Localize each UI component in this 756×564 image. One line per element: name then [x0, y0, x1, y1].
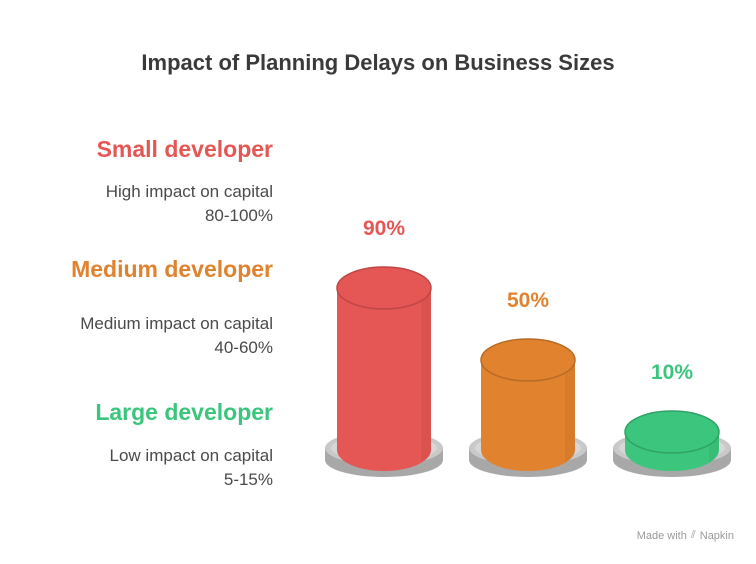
- bar-top-small: [336, 266, 432, 310]
- legend-desc-small: High impact on capital 80-100%: [106, 180, 273, 228]
- made-with-credit: Made with ⫽ Napkin: [637, 529, 734, 542]
- credit-brand: Napkin: [699, 529, 734, 542]
- legend-desc-medium-line2: 40-60%: [214, 338, 273, 357]
- legend-desc-small-line2: 80-100%: [204, 206, 273, 225]
- bar-top-large: [624, 410, 720, 454]
- bar-shade-small: [421, 288, 431, 462]
- legend-desc-large-line1: Low impact on capital: [109, 446, 273, 465]
- legend-name-small: Small developer: [96, 136, 273, 162]
- credit-prefix: Made with: [636, 529, 687, 542]
- bar-body-small: [337, 288, 431, 471]
- legend-desc-small-line1: High impact on capital: [105, 182, 273, 201]
- bar-body-medium: [481, 360, 575, 471]
- chart-title: Impact of Planning Delays on Business Si…: [141, 50, 615, 75]
- legend-name-medium: Medium developer: [71, 256, 273, 282]
- value-label-large: 10%: [650, 361, 694, 384]
- legend-desc-large-line2: 5-15%: [223, 470, 273, 489]
- legend-desc-medium: Medium impact on capital 40-60%: [80, 312, 273, 360]
- bar-shade-medium: [565, 360, 575, 462]
- legend-desc-large: Low impact on capital 5-15%: [110, 444, 273, 492]
- value-label-small: 90%: [362, 217, 406, 240]
- legend-name-large: Large developer: [95, 399, 273, 425]
- value-label-medium: 50%: [506, 289, 550, 312]
- legend-desc-medium-line1: Medium impact on capital: [80, 314, 273, 333]
- bar-top-medium: [480, 338, 576, 382]
- napkin-icon: ⫽: [690, 529, 696, 541]
